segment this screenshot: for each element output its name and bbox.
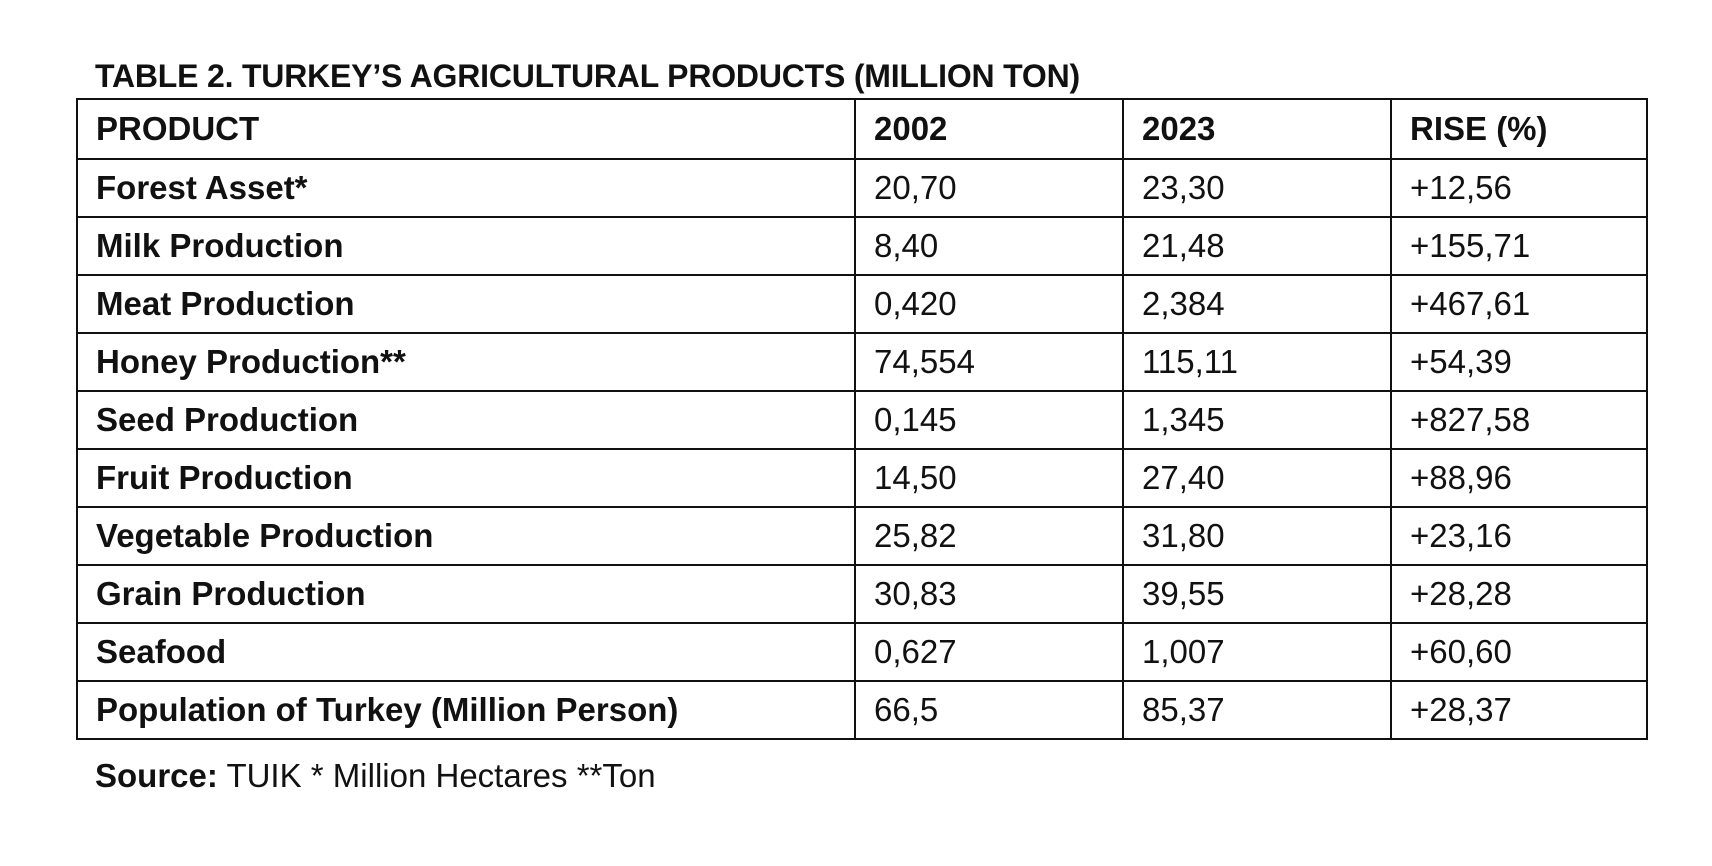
product-cell: Fruit Production	[76, 448, 856, 508]
value-2023-cell: 85,37	[1122, 680, 1392, 740]
value-2023-cell: 21,48	[1122, 216, 1392, 276]
value-2002-cell: 74,554	[854, 332, 1124, 392]
table-row: Fruit Production 14,50 27,40 +88,96	[76, 448, 1648, 508]
value-2023-cell: 39,55	[1122, 564, 1392, 624]
value-2023-cell: 31,80	[1122, 506, 1392, 566]
rise-cell: +12,56	[1390, 158, 1648, 218]
header-product: PRODUCT	[76, 98, 856, 160]
value-2002-cell: 0,145	[854, 390, 1124, 450]
product-cell: Seafood	[76, 622, 856, 682]
table-row: Vegetable Production 25,82 31,80 +23,16	[76, 506, 1648, 566]
value-2002-cell: 66,5	[854, 680, 1124, 740]
table-header-row: PRODUCT 2002 2023 RISE (%)	[76, 98, 1648, 160]
product-cell: Seed Production	[76, 390, 856, 450]
rise-cell: +28,28	[1390, 564, 1648, 624]
product-cell: Vegetable Production	[76, 506, 856, 566]
value-2002-cell: 0,627	[854, 622, 1124, 682]
rise-cell: +54,39	[1390, 332, 1648, 392]
value-2002-cell: 8,40	[854, 216, 1124, 276]
table-row: Seed Production 0,145 1,345 +827,58	[76, 390, 1648, 450]
rise-cell: +28,37	[1390, 680, 1648, 740]
source-note: Source: TUIK * Million Hectares **Ton	[95, 757, 656, 795]
agricultural-products-table: PRODUCT 2002 2023 RISE (%) Forest Asset*…	[76, 98, 1648, 740]
product-cell: Grain Production	[76, 564, 856, 624]
value-2023-cell: 23,30	[1122, 158, 1392, 218]
product-cell: Population of Turkey (Million Person)	[76, 680, 856, 740]
value-2023-cell: 1,345	[1122, 390, 1392, 450]
value-2023-cell: 2,384	[1122, 274, 1392, 334]
rise-cell: +88,96	[1390, 448, 1648, 508]
rise-cell: +827,58	[1390, 390, 1648, 450]
product-cell: Forest Asset*	[76, 158, 856, 218]
rise-cell: +60,60	[1390, 622, 1648, 682]
table-row: Seafood 0,627 1,007 +60,60	[76, 622, 1648, 682]
table-row: Meat Production 0,420 2,384 +467,61	[76, 274, 1648, 334]
rise-cell: +155,71	[1390, 216, 1648, 276]
value-2002-cell: 20,70	[854, 158, 1124, 218]
source-text: TUIK * Million Hectares **Ton	[217, 757, 656, 794]
value-2002-cell: 0,420	[854, 274, 1124, 334]
table-title: TABLE 2. TURKEY’S AGRICULTURAL PRODUCTS …	[95, 58, 1080, 94]
table-row: Population of Turkey (Million Person) 66,…	[76, 680, 1648, 740]
value-2023-cell: 1,007	[1122, 622, 1392, 682]
value-2002-cell: 25,82	[854, 506, 1124, 566]
header-2002: 2002	[854, 98, 1124, 160]
source-label: Source:	[95, 757, 218, 794]
header-rise: RISE (%)	[1390, 98, 1648, 160]
table-row: Milk Production 8,40 21,48 +155,71	[76, 216, 1648, 276]
value-2002-cell: 14,50	[854, 448, 1124, 508]
table-row: Forest Asset* 20,70 23,30 +12,56	[76, 158, 1648, 218]
product-cell: Milk Production	[76, 216, 856, 276]
rise-cell: +23,16	[1390, 506, 1648, 566]
table-row: Honey Production** 74,554 115,11 +54,39	[76, 332, 1648, 392]
table-row: Grain Production 30,83 39,55 +28,28	[76, 564, 1648, 624]
rise-cell: +467,61	[1390, 274, 1648, 334]
value-2023-cell: 115,11	[1122, 332, 1392, 392]
header-2023: 2023	[1122, 98, 1392, 160]
value-2002-cell: 30,83	[854, 564, 1124, 624]
value-2023-cell: 27,40	[1122, 448, 1392, 508]
product-cell: Meat Production	[76, 274, 856, 334]
product-cell: Honey Production**	[76, 332, 856, 392]
table-body: Forest Asset* 20,70 23,30 +12,56 Milk Produc…	[76, 158, 1648, 740]
